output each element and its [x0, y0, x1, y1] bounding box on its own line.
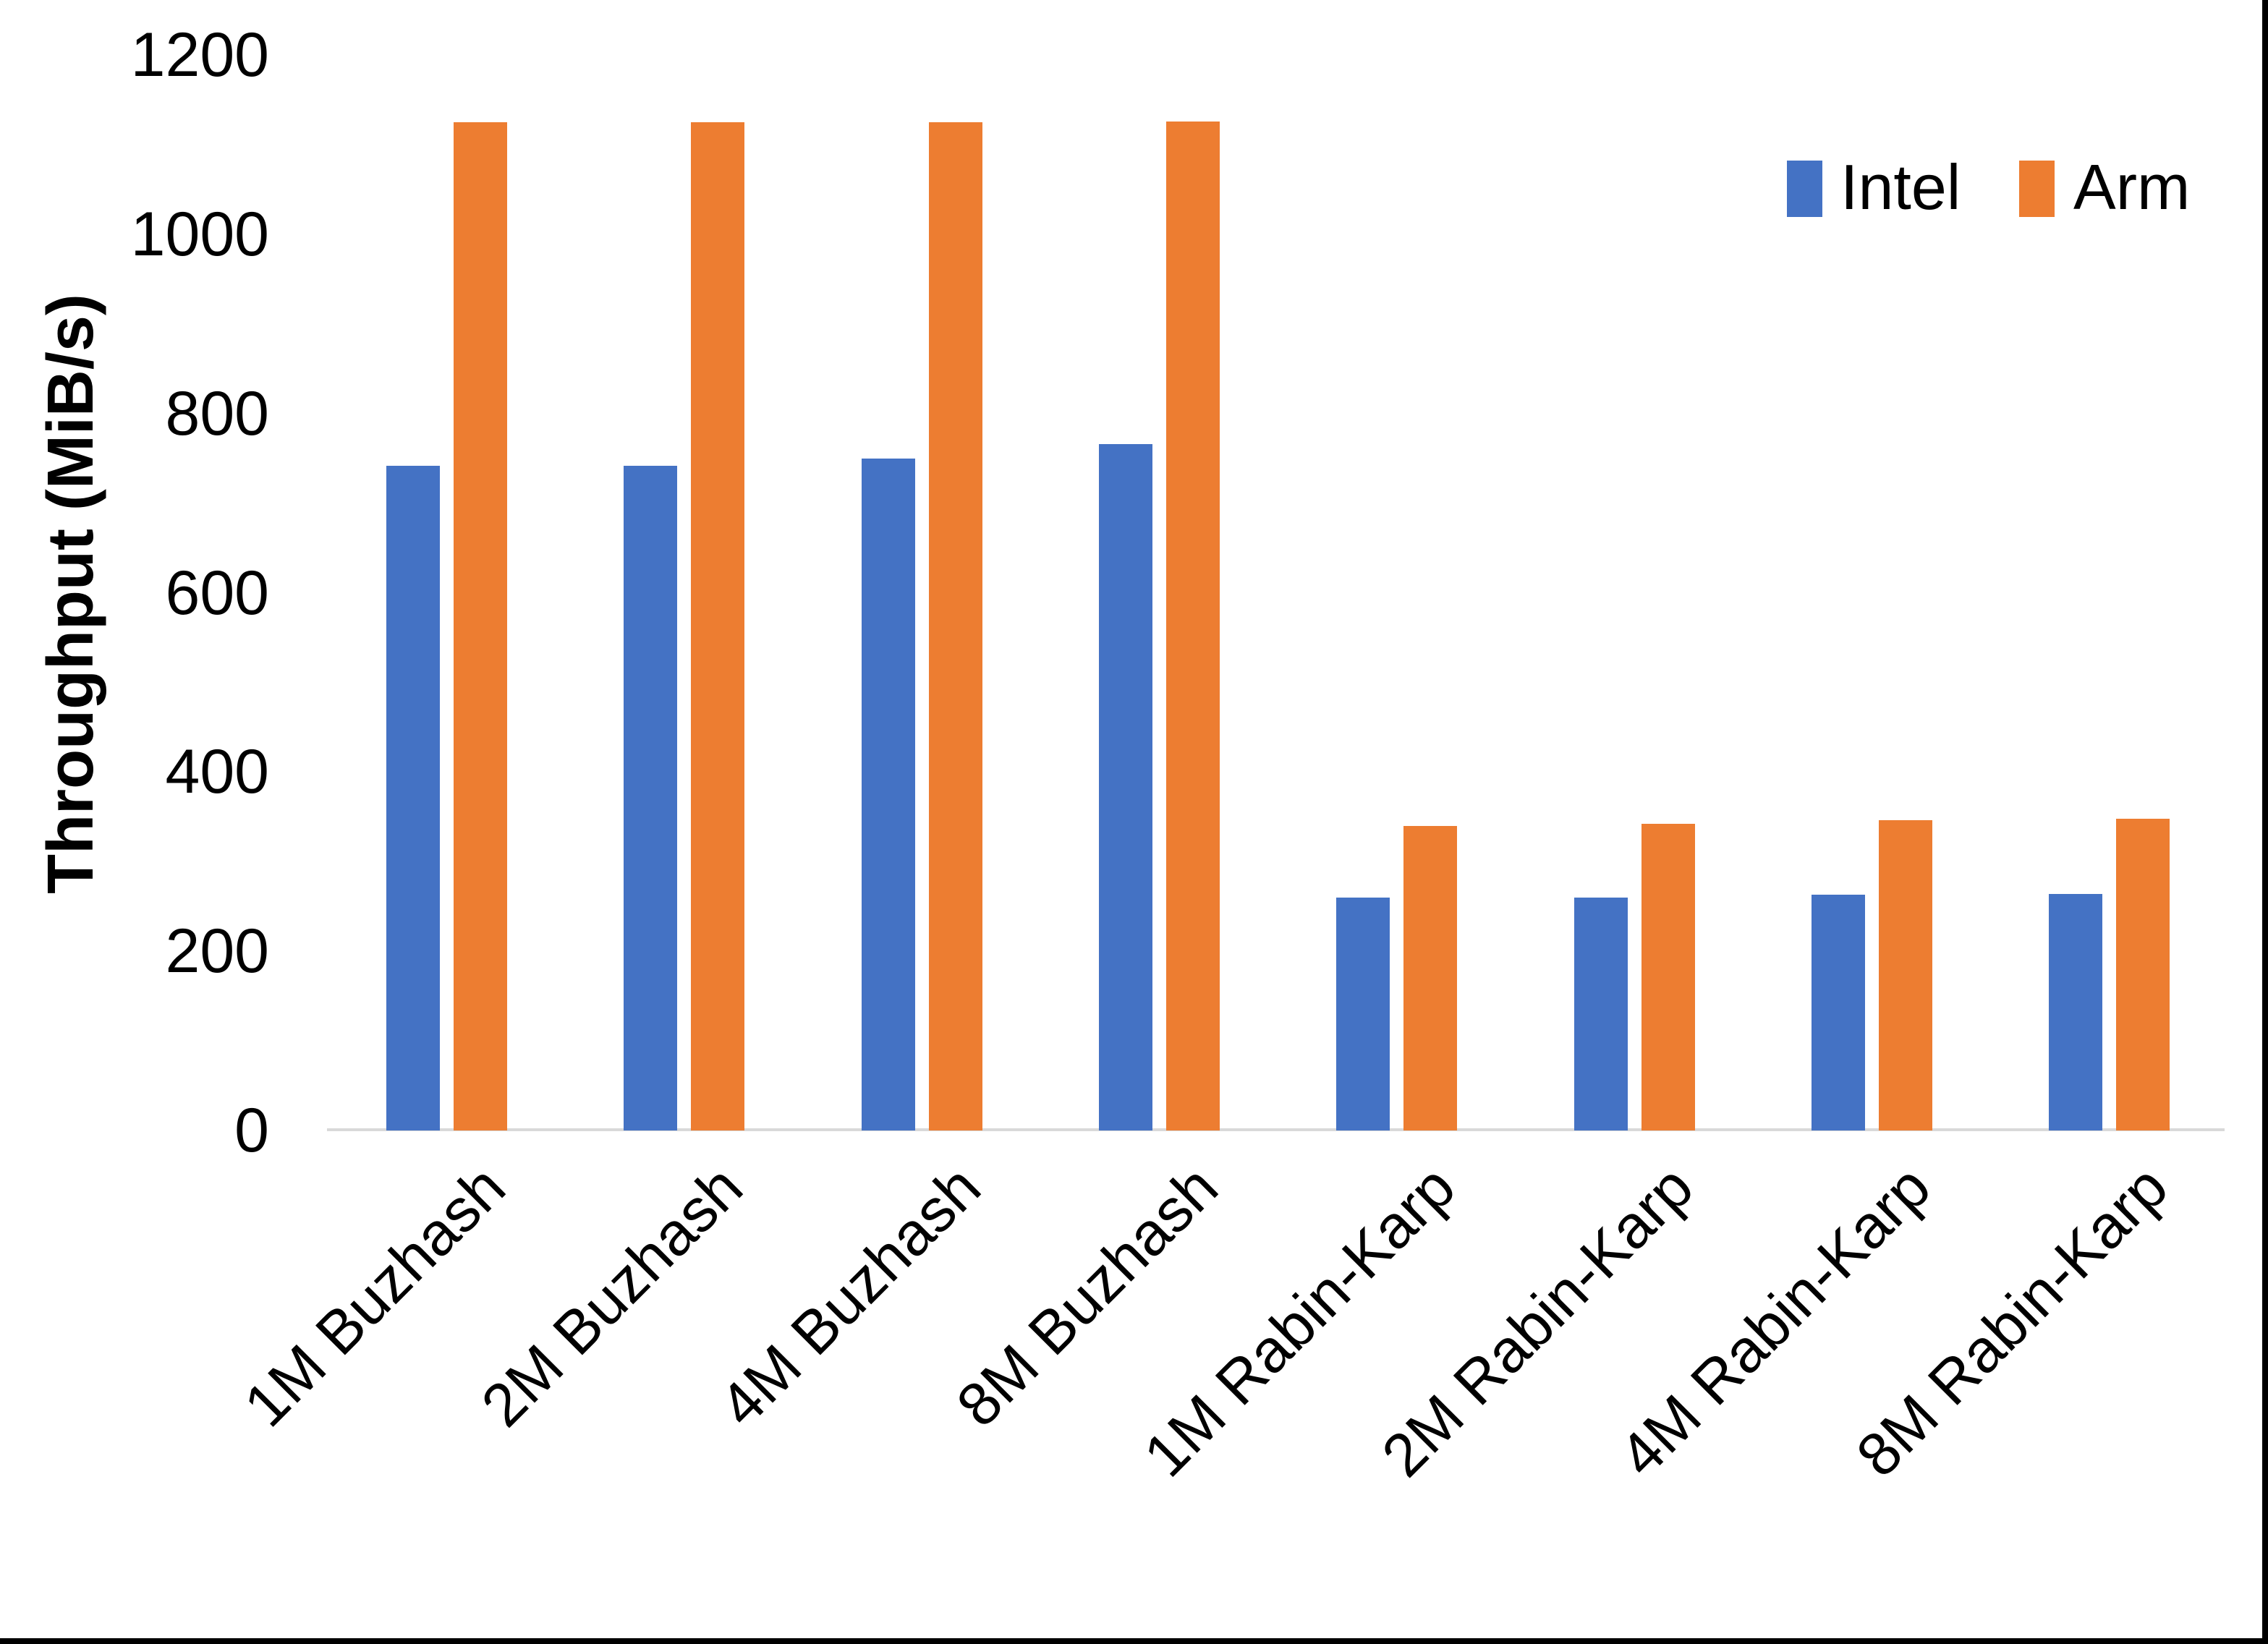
x-category-label-1m-buzhash: 1M Buzhash — [231, 1152, 518, 1440]
bar-intel-2m-buzhash — [624, 465, 678, 1130]
bar-intel-8m-rabin-karp — [2049, 893, 2103, 1130]
bar-intel-1m-rabin-karp — [1336, 897, 1390, 1130]
y-tick-label-800: 800 — [165, 378, 270, 448]
bar-intel-4m-rabin-karp — [1811, 895, 1865, 1130]
bar-intel-4m-buzhash — [861, 458, 915, 1130]
legend-swatch-arm — [2019, 161, 2055, 217]
y-axis-title: Throughput (MiB/s) — [35, 294, 107, 894]
x-category-label-2m-buzhash: 2M Buzhash — [468, 1152, 756, 1440]
x-category-label-2m-rabin-karp: 2M Rabin-Karp — [1368, 1152, 1706, 1490]
bar-arm-2m-buzhash — [691, 122, 745, 1130]
x-axis-line — [327, 1128, 2225, 1131]
bar-arm-8m-rabin-karp — [2116, 818, 2170, 1130]
x-category-label-4m-buzhash: 4M Buzhash — [705, 1152, 993, 1440]
bar-arm-1m-buzhash — [454, 122, 507, 1130]
bar-arm-4m-rabin-karp — [1878, 820, 1932, 1130]
screenshot-bottom-border — [0, 1638, 2268, 1644]
bar-arm-1m-rabin-karp — [1403, 825, 1458, 1130]
y-tick-label-600: 600 — [165, 558, 270, 628]
bar-intel-8m-buzhash — [1098, 443, 1152, 1130]
bar-arm-8m-buzhash — [1165, 121, 1220, 1130]
y-tick-label-400: 400 — [165, 737, 270, 807]
legend-label-intel: Intel — [1840, 151, 1961, 223]
x-category-label-1m-rabin-karp: 1M Rabin-Karp — [1131, 1152, 1469, 1490]
y-tick-label-200: 200 — [165, 916, 270, 987]
y-tick-label-0: 0 — [234, 1096, 269, 1165]
x-category-label-8m-buzhash: 8M Buzhash — [943, 1152, 1231, 1440]
bar-intel-2m-rabin-karp — [1573, 897, 1628, 1130]
bar-intel-1m-buzhash — [386, 465, 440, 1130]
legend-label-arm: Arm — [2073, 151, 2191, 223]
legend-swatch-intel — [1787, 161, 1822, 217]
y-tick-label-1000: 1000 — [130, 199, 269, 269]
y-tick-label-1200: 1200 — [130, 20, 269, 90]
screenshot-right-border — [2262, 0, 2268, 1644]
x-category-label-8m-rabin-karp: 8M Rabin-Karp — [1843, 1152, 2181, 1490]
bar-arm-2m-rabin-karp — [1641, 824, 1695, 1130]
bar-arm-4m-buzhash — [928, 122, 982, 1130]
x-category-label-4m-rabin-karp: 4M Rabin-Karp — [1605, 1152, 1943, 1490]
